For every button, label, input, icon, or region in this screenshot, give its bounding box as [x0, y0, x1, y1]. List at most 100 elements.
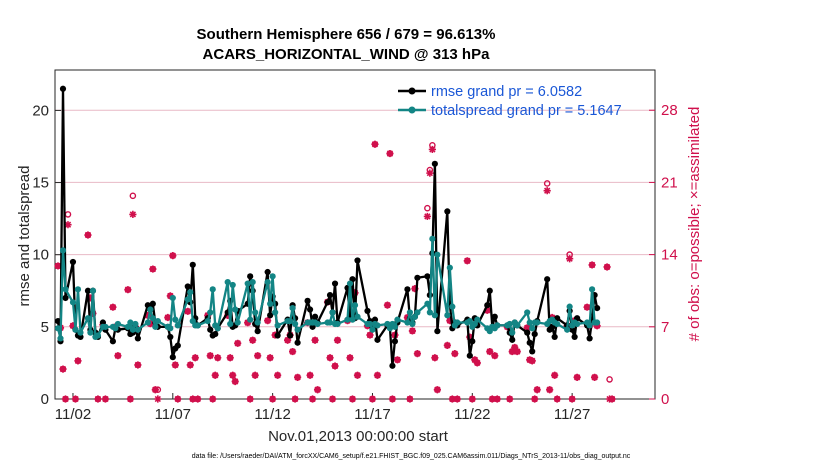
rmse-point-92 — [414, 274, 421, 281]
obs-assimilated-point-81 — [373, 371, 382, 379]
totalspread-point-33 — [184, 296, 191, 303]
totalspread-point-46 — [232, 306, 239, 313]
totalspread-point-74 — [346, 280, 354, 287]
rmse-point-82 — [374, 336, 381, 343]
rmse-point-77 — [354, 257, 361, 264]
y-left-tick-label-0: 0 — [41, 391, 49, 408]
obs-assimilated-point-16 — [114, 352, 122, 360]
obs-assimilated-point-38 — [206, 352, 214, 360]
obs-assimilated-point-73 — [346, 354, 354, 362]
totalspread-point-57 — [274, 322, 281, 329]
totalspread-point-76 — [351, 302, 359, 309]
totalspread-point-19 — [127, 319, 134, 326]
totalspread-point-100 — [449, 303, 456, 310]
y-right-tick-label-0: 0 — [661, 391, 669, 408]
obs-assimilated-point-100 — [451, 350, 459, 358]
totalspread-point-87 — [394, 316, 401, 323]
totalspread-point-115 — [509, 329, 516, 336]
obs-assimilated-point-99 — [448, 395, 456, 403]
totalspread-point-25 — [149, 315, 156, 322]
obs-assimilated-point-25 — [151, 386, 159, 394]
totalspread-point-92 — [414, 309, 421, 316]
obs-assimilated-point-91 — [413, 350, 421, 358]
rmse-point-57 — [274, 332, 281, 339]
totalspread-point-118 — [524, 309, 531, 316]
rmse-point-62 — [294, 339, 301, 346]
rmse-point-68 — [324, 299, 331, 306]
rmse-point-33 — [184, 283, 191, 290]
obs-assimilated-point-21 — [134, 361, 142, 369]
rmse-point-59 — [287, 332, 294, 339]
obs-assimilated-point-49 — [249, 336, 257, 344]
obs-assimilated-point-30 — [171, 361, 179, 369]
obs-assimilated-point-111 — [493, 395, 501, 403]
rmse-point-109 — [486, 287, 493, 294]
totalspread-point-2 — [59, 247, 67, 254]
obs-assimilated-point-132 — [583, 303, 591, 311]
totalspread-point-40 — [209, 286, 216, 293]
totalspread-point-45 — [229, 281, 236, 289]
x-tick-label-2: 11/12 — [254, 406, 290, 423]
obs-assimilated-point-123 — [546, 386, 554, 394]
obs-assimilated-point-26 — [154, 395, 162, 403]
totalspread-point-55 — [269, 273, 276, 280]
obs-assimilated-point-54 — [269, 395, 277, 403]
chart-title-line1: Southern Hemisphere 656 / 679 = 96.613% — [197, 26, 496, 43]
y-axis-left-label: rmse and totalspread — [16, 166, 33, 307]
x-tick-label-4: 11/22 — [454, 406, 490, 423]
rmse-point-78 — [364, 307, 371, 315]
y-left-tick-label-4: 20 — [32, 102, 49, 119]
chart-title-line2: ACARS_HORIZONTAL_WIND @ 313 hPa — [203, 46, 491, 63]
y-axis-right-label: # of obs: o=possible; ×=assimilated — [686, 107, 703, 342]
totalspread-point-96 — [431, 312, 438, 319]
obs-assimilated-point-61 — [293, 373, 302, 381]
rmse-point-7 — [77, 333, 84, 341]
totalspread-point-114 — [506, 320, 513, 328]
obs-assimilated-point-47 — [244, 319, 252, 327]
obs-assimilated-point-78 — [366, 331, 374, 339]
obs-assimilated-point-129 — [568, 395, 576, 403]
totalspread-point-119 — [526, 319, 533, 326]
obs-assimilated-point-0 — [54, 262, 62, 270]
obs-assimilated-point-57 — [284, 336, 292, 344]
totalspread-point-39 — [207, 309, 214, 316]
totalspread-point-6 — [74, 286, 82, 293]
totalspread-point-104 — [466, 317, 473, 325]
totalspread-point-59 — [287, 317, 294, 325]
obs-assimilated-point-18 — [126, 395, 134, 403]
rmse-point-126 — [551, 333, 558, 341]
obs-assimilated-point-48 — [246, 395, 254, 403]
x-tick-label-1: 11/07 — [155, 406, 191, 423]
rmse-point-53 — [264, 268, 271, 276]
obs-assimilated-point-64 — [308, 395, 317, 403]
rmse-point-22 — [134, 335, 141, 342]
data-file-footer: data file: /Users/raeder/DAI/ATM_forcXX/… — [192, 453, 631, 460]
obs-assimilated-point-134 — [588, 261, 596, 269]
obs-assimilated-point-50 — [251, 371, 259, 379]
totalspread-point-82 — [374, 322, 381, 329]
totalspread-point-107 — [474, 316, 481, 323]
obs-assimilated-point-13 — [101, 395, 110, 403]
obs-assimilated-point-88 — [406, 395, 414, 403]
x-tick-label-0: 11/02 — [55, 406, 91, 423]
rmse-point-81 — [371, 316, 379, 323]
rmse-point-29 — [167, 333, 174, 341]
obs-assimilated-point-71 — [333, 336, 342, 344]
obs-assimilated-point-101 — [453, 395, 461, 403]
obs-assimilated-point-65 — [311, 336, 319, 344]
totalspread-point-0 — [54, 325, 62, 332]
obs-assimilated-point-45 — [231, 377, 239, 386]
totalspread-point-120 — [529, 325, 536, 332]
totalspread-point-32 — [174, 322, 181, 329]
obs-assimilated-point-46 — [234, 339, 242, 347]
obs-assimilated-point-103 — [466, 333, 474, 341]
obs-assimilated-point-80 — [371, 140, 379, 148]
obs-assimilated-point-86 — [393, 356, 402, 364]
obs-assimilated-point-92 — [423, 212, 431, 221]
totalspread-point-90 — [409, 320, 416, 328]
rmse-point-85 — [389, 362, 396, 369]
totalspread-point-86 — [391, 323, 399, 330]
obs-assimilated-point-10 — [89, 309, 97, 317]
chart-marks — [54, 85, 616, 403]
rmse-point-120 — [529, 348, 536, 355]
